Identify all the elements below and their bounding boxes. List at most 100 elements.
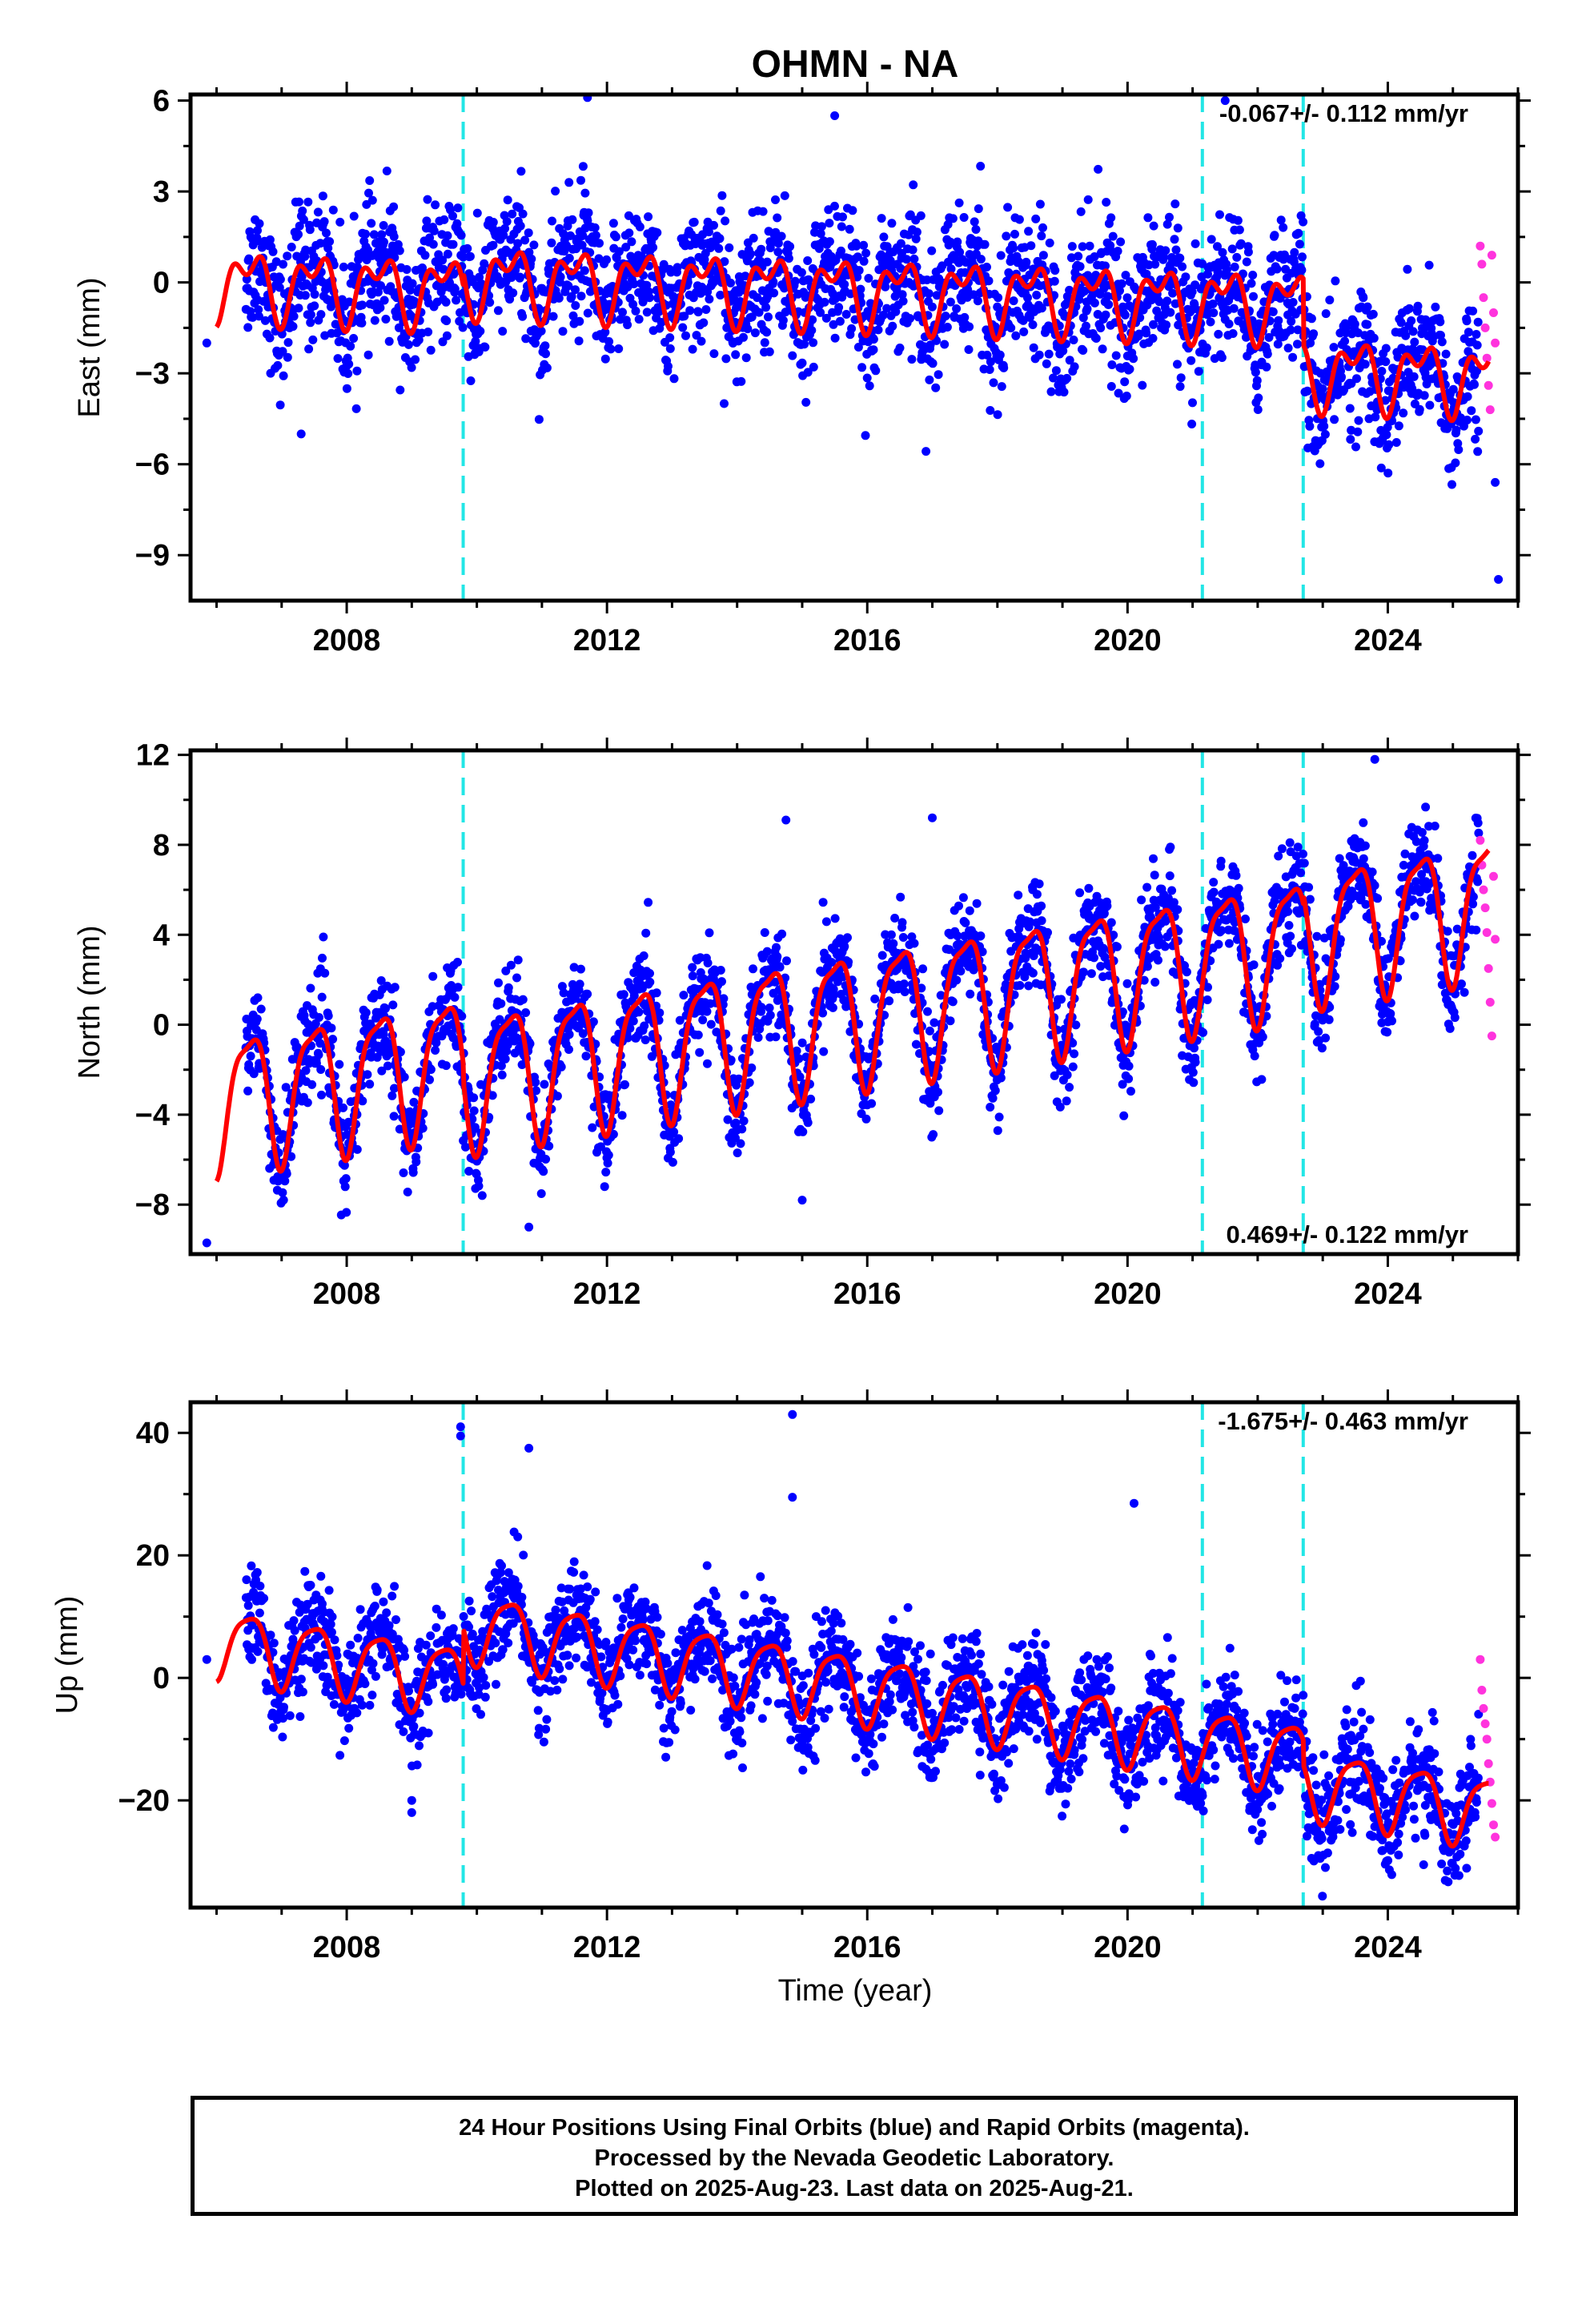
data-point xyxy=(1227,244,1237,254)
data-point xyxy=(307,1080,317,1089)
data-point xyxy=(370,316,379,325)
data-point xyxy=(668,1157,677,1167)
data-point xyxy=(1124,1074,1134,1084)
data-point xyxy=(1075,888,1085,898)
data-point xyxy=(1470,380,1479,389)
data-point xyxy=(1299,217,1308,227)
data-point xyxy=(497,1070,507,1080)
data-point xyxy=(640,1035,650,1044)
data-point xyxy=(890,292,900,301)
data-point xyxy=(1090,953,1098,963)
data-point xyxy=(1441,349,1451,359)
data-point xyxy=(328,1035,338,1044)
data-point xyxy=(1283,907,1293,916)
data-point xyxy=(1473,317,1483,327)
data-point xyxy=(762,328,772,337)
data-point xyxy=(758,207,768,216)
data-point xyxy=(1102,901,1112,911)
data-point xyxy=(1074,251,1083,261)
data-point xyxy=(1203,269,1212,279)
data-point xyxy=(512,973,521,983)
data-point xyxy=(739,1116,749,1126)
data-point xyxy=(1143,213,1153,223)
data-point xyxy=(1029,343,1038,352)
data-point xyxy=(428,239,438,249)
data-point xyxy=(426,345,436,355)
data-point xyxy=(1276,215,1286,225)
data-point xyxy=(265,333,275,343)
data-point xyxy=(300,291,310,300)
data-point xyxy=(1299,858,1309,868)
data-point xyxy=(818,1008,828,1018)
data-point xyxy=(304,344,314,354)
data-point xyxy=(568,215,577,224)
data-point xyxy=(652,228,662,237)
data-point xyxy=(1079,967,1088,977)
data-point xyxy=(1409,372,1419,381)
data-point xyxy=(283,338,293,348)
data-point xyxy=(636,252,646,261)
data-point xyxy=(717,977,726,987)
data-point xyxy=(689,217,699,227)
data-point xyxy=(706,1019,716,1029)
data-point xyxy=(295,221,304,231)
data-point xyxy=(1303,386,1312,396)
data-point xyxy=(472,208,482,218)
data-point xyxy=(1190,300,1199,309)
data-point xyxy=(1191,239,1200,248)
data-point xyxy=(254,305,263,315)
data-point xyxy=(389,232,399,241)
data-point xyxy=(1150,259,1160,269)
data-point xyxy=(918,964,928,974)
data-point xyxy=(566,231,575,240)
data-point xyxy=(1068,1062,1078,1072)
data-point xyxy=(1270,231,1279,240)
data-point xyxy=(384,336,394,346)
data-point xyxy=(1084,883,1094,893)
data-point xyxy=(1106,213,1116,223)
data-point xyxy=(830,333,840,343)
data-point xyxy=(499,231,508,240)
data-point xyxy=(1121,271,1130,280)
data-point xyxy=(1401,331,1411,340)
data-point xyxy=(996,251,1006,260)
data-point xyxy=(325,237,335,247)
data-point xyxy=(1318,384,1327,393)
data-point xyxy=(480,343,490,352)
y-tick-label: 0 xyxy=(153,267,170,300)
data-point xyxy=(772,943,781,952)
data-point xyxy=(809,362,818,372)
data-point xyxy=(1288,352,1298,362)
data-point xyxy=(1002,231,1011,241)
data-point xyxy=(1346,435,1355,444)
data-point xyxy=(871,366,881,376)
data-point xyxy=(681,331,690,340)
data-point xyxy=(685,306,695,316)
data-point xyxy=(279,259,287,269)
data-point xyxy=(335,217,345,227)
data-point xyxy=(1298,252,1307,262)
data-point xyxy=(1247,279,1256,288)
data-point xyxy=(1085,241,1094,251)
rapid-data-point xyxy=(1479,293,1488,303)
data-point xyxy=(581,1051,591,1061)
data-point xyxy=(389,1112,399,1121)
data-point xyxy=(665,333,675,343)
data-point xyxy=(1214,329,1223,339)
data-point xyxy=(443,249,452,259)
data-point xyxy=(972,899,982,908)
data-point xyxy=(500,1054,510,1063)
data-point xyxy=(320,331,330,340)
data-point xyxy=(807,326,817,335)
data-point xyxy=(955,247,965,257)
data-point xyxy=(1431,302,1440,312)
data-point xyxy=(720,399,729,408)
data-point xyxy=(453,958,462,967)
data-point xyxy=(934,370,943,380)
data-point xyxy=(990,1086,1000,1096)
data-point xyxy=(404,340,413,349)
data-point xyxy=(500,223,510,233)
data-point xyxy=(349,334,359,343)
data-point xyxy=(1031,214,1041,223)
